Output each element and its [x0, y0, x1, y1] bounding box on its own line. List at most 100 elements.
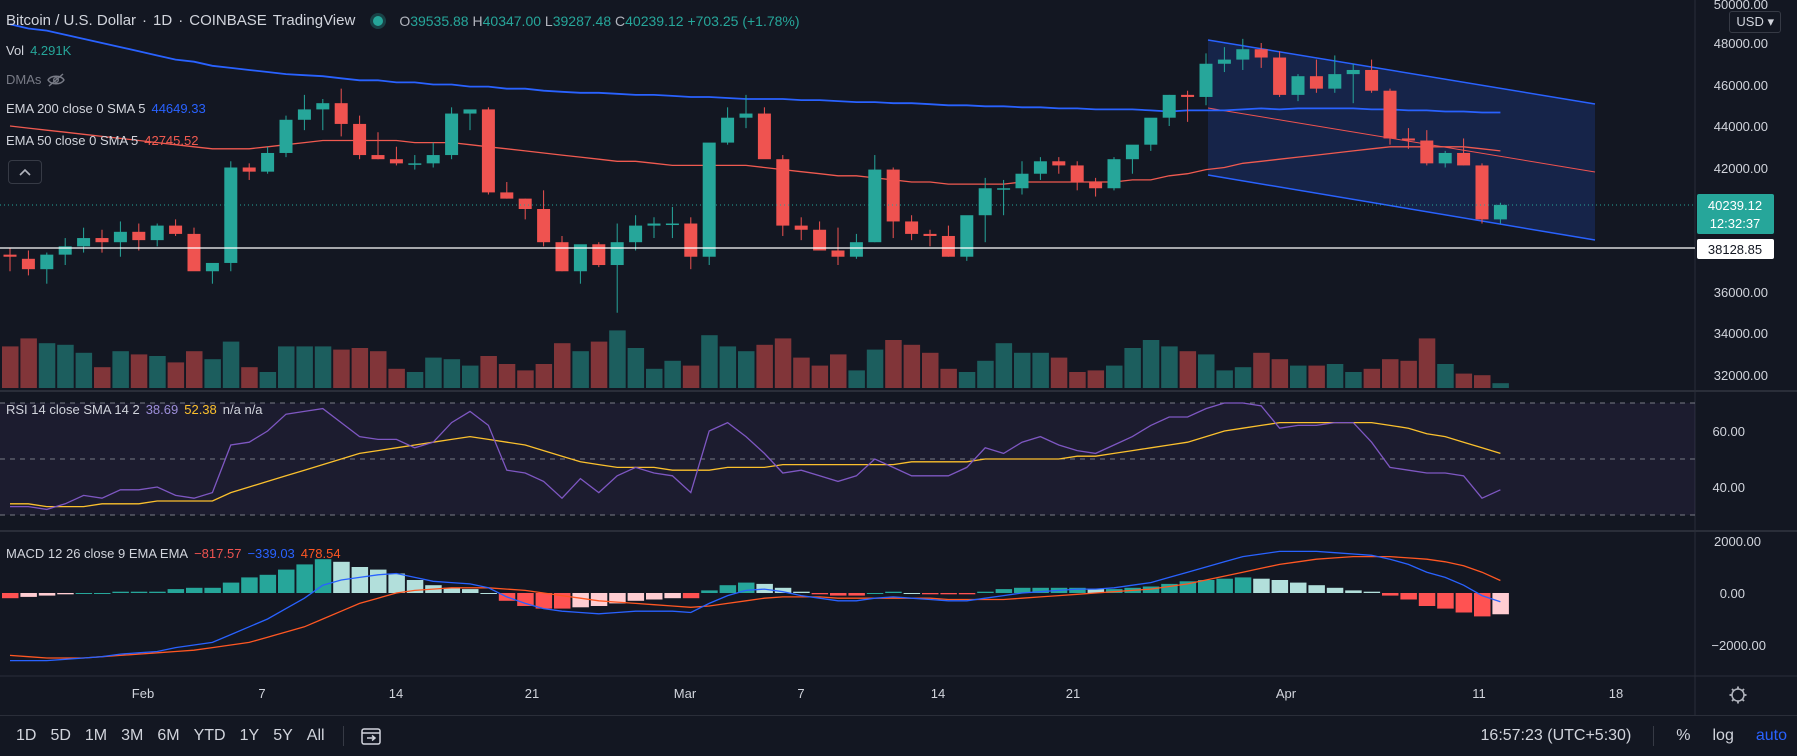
candle-body[interactable]	[518, 198, 532, 209]
candle-body[interactable]	[665, 223, 679, 226]
candle-body[interactable]	[389, 159, 403, 164]
ema50-legend[interactable]: EMA 50 close 0 SMA 5 42745.52	[6, 133, 198, 148]
candle-body[interactable]	[77, 238, 91, 247]
timeframe-5y[interactable]: 5Y	[273, 727, 293, 744]
candle-body[interactable]	[978, 188, 992, 216]
candle-body[interactable]	[113, 231, 127, 243]
candle-body[interactable]	[316, 103, 330, 110]
candle-body[interactable]	[1346, 69, 1360, 75]
candle-body[interactable]	[684, 223, 698, 257]
candle-body[interactable]	[555, 242, 569, 272]
dmas-legend[interactable]: DMAs	[6, 72, 66, 87]
candle-body[interactable]	[1457, 152, 1471, 166]
timeframe-6m[interactable]: 6M	[157, 727, 180, 744]
candle-body[interactable]	[905, 221, 919, 234]
channel-upper-line[interactable]	[1207, 39, 1596, 105]
candle-body[interactable]	[537, 209, 551, 243]
candle-body[interactable]	[960, 215, 974, 257]
candle-body[interactable]	[21, 258, 35, 270]
channel-lower-line[interactable]	[1207, 174, 1596, 241]
volume-legend[interactable]: Vol 4.291K	[6, 43, 71, 58]
candle-body[interactable]	[426, 155, 440, 164]
candle-body[interactable]	[205, 262, 219, 272]
candle-body[interactable]	[813, 229, 827, 251]
candle-body[interactable]	[463, 109, 477, 114]
candle-body[interactable]	[1291, 76, 1305, 95]
candle-body[interactable]	[371, 155, 385, 160]
auto-scale-toggle[interactable]: auto	[1755, 727, 1787, 744]
macd-legend[interactable]: MACD 12 26 close 9 EMA EMA −817.57 −339.…	[6, 546, 341, 561]
candle-body[interactable]	[886, 169, 900, 222]
candle-body[interactable]	[58, 246, 72, 255]
candle-body[interactable]	[1365, 69, 1379, 91]
candle-body[interactable]	[1217, 59, 1231, 64]
candle-body[interactable]	[1199, 63, 1213, 97]
candle-body[interactable]	[1493, 204, 1507, 220]
candle-body[interactable]	[1181, 94, 1195, 97]
candle-body[interactable]	[1162, 94, 1176, 118]
candle-body[interactable]	[1089, 182, 1103, 189]
collapse-legend-button[interactable]	[8, 160, 42, 184]
candle-body[interactable]	[592, 244, 606, 266]
candle-body[interactable]	[647, 223, 661, 226]
market-status-icon[interactable]	[373, 15, 384, 26]
candle-body[interactable]	[297, 109, 311, 120]
symbol-name[interactable]: Bitcoin / U.S. Dollar	[6, 12, 137, 29]
candle-body[interactable]	[1125, 144, 1139, 160]
candle-body[interactable]	[1475, 165, 1489, 220]
candle-body[interactable]	[261, 152, 275, 172]
candle-body[interactable]	[445, 113, 459, 156]
candle-body[interactable]	[1144, 117, 1158, 145]
candle-body[interactable]	[849, 242, 863, 257]
candle-body[interactable]	[334, 103, 348, 124]
candle-body[interactable]	[1420, 140, 1434, 164]
price-chart[interactable]: 50000.00 48000.00 46000.00 44000.00 42000.00…	[0, 0, 1797, 715]
candle-body[interactable]	[1033, 161, 1047, 174]
candle-body[interactable]	[794, 225, 808, 230]
timeframe-3m[interactable]: 3M	[121, 727, 144, 744]
candle-body[interactable]	[629, 225, 643, 243]
candle-body[interactable]	[1273, 57, 1287, 95]
symbol-interval[interactable]: 1D	[153, 12, 173, 29]
channel-median-line[interactable]	[1207, 107, 1596, 173]
candle-body[interactable]	[757, 113, 771, 160]
candle-body[interactable]	[1052, 161, 1066, 166]
timeframe-1d[interactable]: 1D	[16, 727, 37, 744]
timeframe-1m[interactable]: 1M	[84, 727, 108, 744]
candle-body[interactable]	[242, 167, 256, 172]
candle-body[interactable]	[279, 119, 293, 153]
candle-body[interactable]	[923, 233, 937, 236]
candle-body[interactable]	[1236, 49, 1250, 60]
log-scale-toggle[interactable]: log	[1712, 727, 1734, 744]
candle-body[interactable]	[1107, 159, 1121, 189]
candle-body[interactable]	[997, 188, 1011, 190]
clock-timezone[interactable]: 16:57:23 (UTC+5:30)	[1480, 727, 1632, 744]
candle-body[interactable]	[187, 233, 201, 272]
timeframe-5d[interactable]: 5D	[50, 727, 71, 744]
candle-body[interactable]	[353, 123, 367, 156]
candle-body[interactable]	[3, 254, 17, 257]
candle-body[interactable]	[941, 235, 955, 257]
candle-body[interactable]	[1254, 49, 1268, 58]
timeframe-all[interactable]: All	[306, 727, 325, 744]
candle-body[interactable]	[610, 242, 624, 266]
eye-hidden-icon[interactable]	[47, 72, 66, 87]
timeframe-ytd[interactable]: YTD	[193, 727, 226, 744]
settings-gear-icon[interactable]	[1729, 686, 1747, 704]
candle-body[interactable]	[40, 254, 54, 270]
candle-body[interactable]	[1015, 173, 1029, 189]
candle-body[interactable]	[481, 109, 495, 193]
candle-body[interactable]	[721, 117, 735, 143]
candle-body[interactable]	[1309, 76, 1323, 89]
percent-scale-toggle[interactable]: %	[1676, 727, 1691, 744]
candle-body[interactable]	[408, 163, 422, 165]
currency-selector[interactable]: USD ▾	[1729, 11, 1781, 33]
candle-body[interactable]	[150, 225, 164, 241]
candle-body[interactable]	[702, 142, 716, 257]
candle-body[interactable]	[224, 167, 238, 263]
candle-body[interactable]	[739, 113, 753, 118]
timeframe-1y[interactable]: 1Y	[239, 727, 260, 744]
date-range-icon[interactable]	[360, 726, 382, 746]
candle-body[interactable]	[776, 159, 790, 226]
candle-body[interactable]	[1438, 152, 1452, 164]
